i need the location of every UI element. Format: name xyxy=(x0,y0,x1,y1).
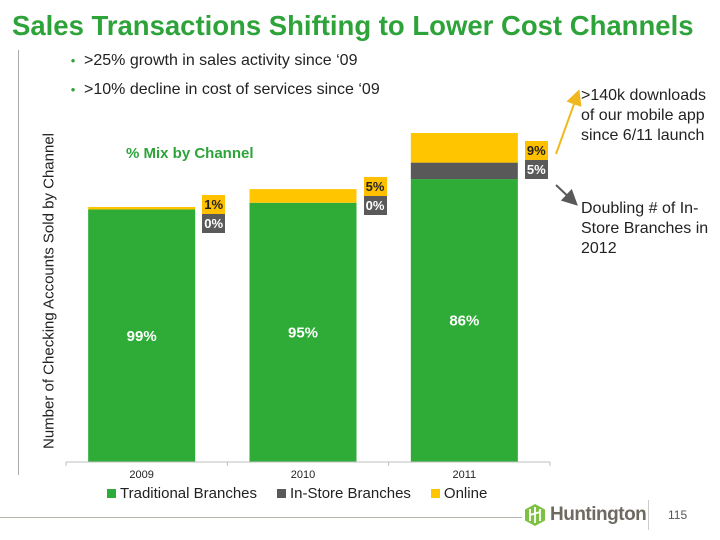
data-label-online: 1% xyxy=(202,194,226,214)
bullet-text: >25% growth in sales activity since ‘09 xyxy=(84,52,358,69)
legend-label: Online xyxy=(443,485,488,502)
data-label-instore: 5% xyxy=(524,160,548,179)
legend-swatch-icon xyxy=(277,489,287,498)
x-tick-label: 2009 xyxy=(129,469,153,481)
bullet-item: • >25% growth in sales activity since ‘09 xyxy=(62,50,380,79)
instore-arrow-icon xyxy=(555,184,578,206)
data-label-online: 5% xyxy=(363,177,387,197)
legend-item-traditional: Traditional Branches xyxy=(107,485,257,502)
footer-separator xyxy=(648,500,649,530)
data-label-traditional: 95% xyxy=(288,324,318,341)
mobile-arrow-icon xyxy=(555,89,582,155)
data-label-instore: 0% xyxy=(363,196,387,216)
page-number: 115 xyxy=(668,508,688,522)
bullet-text: >10% decline in cost of services since ‘… xyxy=(84,81,380,98)
slide-title: Sales Transactions Shifting to Lower Cos… xyxy=(12,10,694,41)
left-rule xyxy=(18,50,19,475)
bars-group: 99% 95% 86% xyxy=(88,133,518,462)
footer-rule xyxy=(0,517,522,518)
bar-segment-traditional-2009 xyxy=(88,209,196,462)
logo-mark-icon xyxy=(525,504,545,526)
bar-segment-online-2009 xyxy=(88,206,196,210)
data-label-instore: 0% xyxy=(202,213,226,233)
legend-item-instore: In-Store Branches xyxy=(277,485,411,502)
instore-callout: Doubling # of In-Store Branches in 2012 xyxy=(581,200,709,257)
logo-text: Huntington xyxy=(550,504,647,525)
bullet-dot-icon: • xyxy=(70,53,76,68)
legend-label: Traditional Branches xyxy=(120,485,258,502)
legend-swatch-icon xyxy=(107,489,116,498)
data-label-traditional: 99% xyxy=(127,328,157,345)
data-label-traditional: 86% xyxy=(449,313,479,330)
x-ticks-group: 2009 2010 2011 xyxy=(65,462,551,481)
huntington-logo: Huntington xyxy=(524,503,647,527)
legend-swatch-icon xyxy=(430,489,440,498)
data-label-online: 9% xyxy=(524,141,548,160)
legend-item-online: Online xyxy=(430,485,488,502)
bar-segment-traditional-2011 xyxy=(410,179,518,462)
bar-segment-traditional-2010 xyxy=(249,202,357,462)
x-tick-label: 2011 xyxy=(453,469,477,481)
bar-segment-online-2011 xyxy=(410,133,518,163)
bar-segment-online-2010 xyxy=(249,189,357,203)
legend-label: In-Store Branches xyxy=(290,485,411,502)
bar-segment-instore-2011 xyxy=(410,162,518,180)
chart-title: % Mix by Channel xyxy=(126,145,254,162)
chart-legend: Traditional Branches In-Store Branches O… xyxy=(107,485,487,502)
bullet-dot-icon: • xyxy=(70,82,76,97)
bullet-item: • >10% decline in cost of services since … xyxy=(62,79,380,108)
bullet-list: • >25% growth in sales activity since ‘09… xyxy=(62,50,380,108)
x-tick-label: 2010 xyxy=(291,469,315,481)
mobile-callout: >140k downloads of our mobile app since … xyxy=(581,87,706,144)
